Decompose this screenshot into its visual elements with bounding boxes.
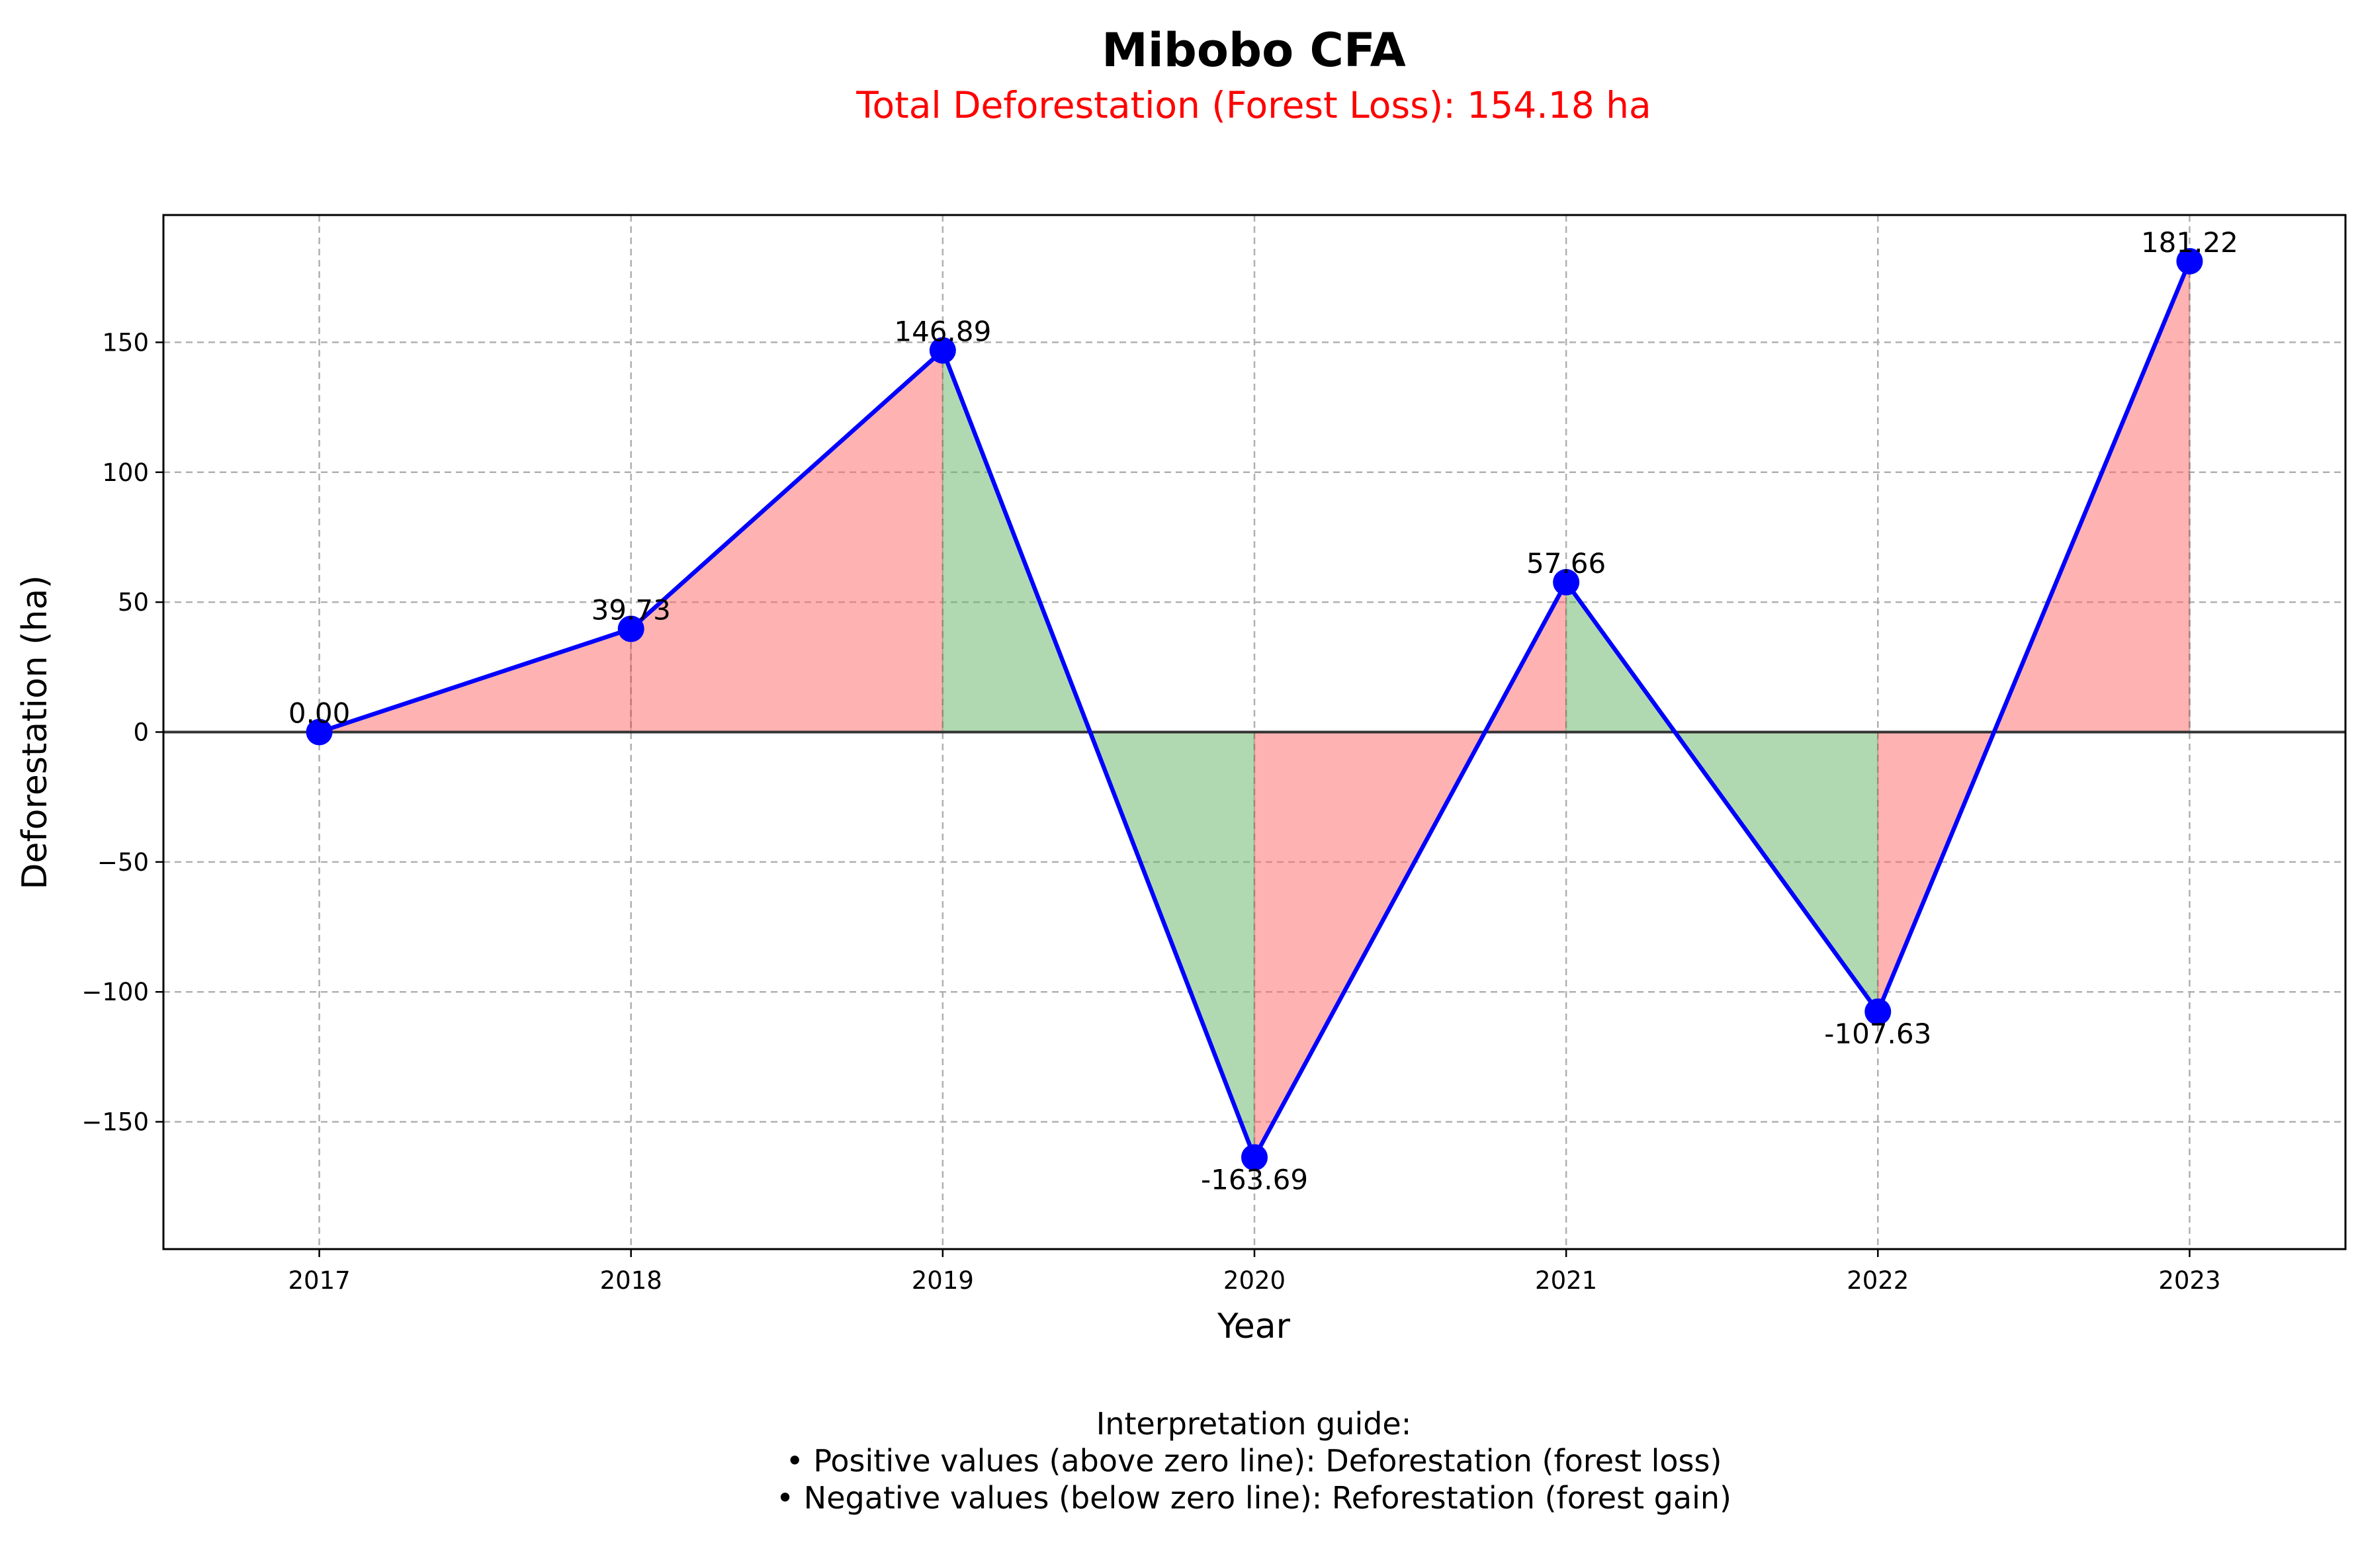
y-tick-label-1: −100 bbox=[81, 978, 149, 1006]
x-tick-label-2023: 2023 bbox=[2158, 1266, 2220, 1295]
x-tick-label-2020: 2020 bbox=[1223, 1266, 1286, 1295]
data-label-2020: -163.69 bbox=[1201, 1163, 1308, 1196]
data-point-2017 bbox=[306, 719, 333, 746]
data-labels: 0.00 39.73 146.89 -163.69 57.66 -107.63 181.22 bbox=[288, 226, 2238, 1196]
y-ticks: −150 −100 −50 0 50 100 150 bbox=[81, 328, 163, 1137]
y-tick-label-2: −50 bbox=[97, 848, 149, 877]
data-label-2018: 39.73 bbox=[591, 593, 671, 626]
x-tick-label-2018: 2018 bbox=[600, 1266, 662, 1295]
interpretation-line-negative: • Negative values (below zero line): Ref… bbox=[776, 1480, 1731, 1516]
x-tick-label-2017: 2017 bbox=[288, 1266, 350, 1295]
data-label-2019: 146.89 bbox=[894, 316, 991, 348]
x-axis-label: Year bbox=[1217, 1307, 1291, 1346]
data-label-2023: 181.22 bbox=[2141, 226, 2238, 259]
x-tick-label-2019: 2019 bbox=[912, 1266, 974, 1295]
y-tick-label-6: 150 bbox=[102, 328, 149, 357]
y-tick-label-4: 50 bbox=[118, 588, 149, 617]
x-tick-label-2022: 2022 bbox=[1847, 1266, 1909, 1295]
x-ticks: 2017 2018 2019 2020 2021 2022 2023 bbox=[288, 1249, 2221, 1295]
fill-segment-2018-2019 bbox=[631, 350, 943, 732]
data-label-2022: -107.63 bbox=[1824, 1018, 1931, 1050]
y-tick-label-0: −150 bbox=[81, 1108, 149, 1137]
data-point-2022 bbox=[1864, 998, 1892, 1025]
chart-subtitle: Total Deforestation (Forest Loss): 154.1… bbox=[855, 84, 1651, 126]
y-axis-label: Deforestation (ha) bbox=[15, 575, 55, 889]
data-label-2017: 0.00 bbox=[288, 697, 351, 730]
data-label-2021: 57.66 bbox=[1526, 547, 1606, 580]
chart-title: Mibobo CFA bbox=[1102, 23, 1406, 77]
data-point-2023 bbox=[2176, 247, 2203, 275]
data-point-2020 bbox=[1241, 1144, 1268, 1171]
x-tick-label-2021: 2021 bbox=[1535, 1266, 1597, 1295]
interpretation-line-positive: • Positive values (above zero line): Def… bbox=[786, 1443, 1722, 1479]
markers bbox=[306, 247, 2203, 1171]
data-point-2019 bbox=[929, 337, 956, 364]
y-tick-label-3: 0 bbox=[133, 719, 149, 747]
y-tick-label-5: 100 bbox=[102, 458, 149, 487]
data-point-2018 bbox=[617, 615, 644, 642]
interpretation-heading: Interpretation guide: bbox=[1096, 1406, 1411, 1442]
data-point-2021 bbox=[1553, 569, 1580, 596]
